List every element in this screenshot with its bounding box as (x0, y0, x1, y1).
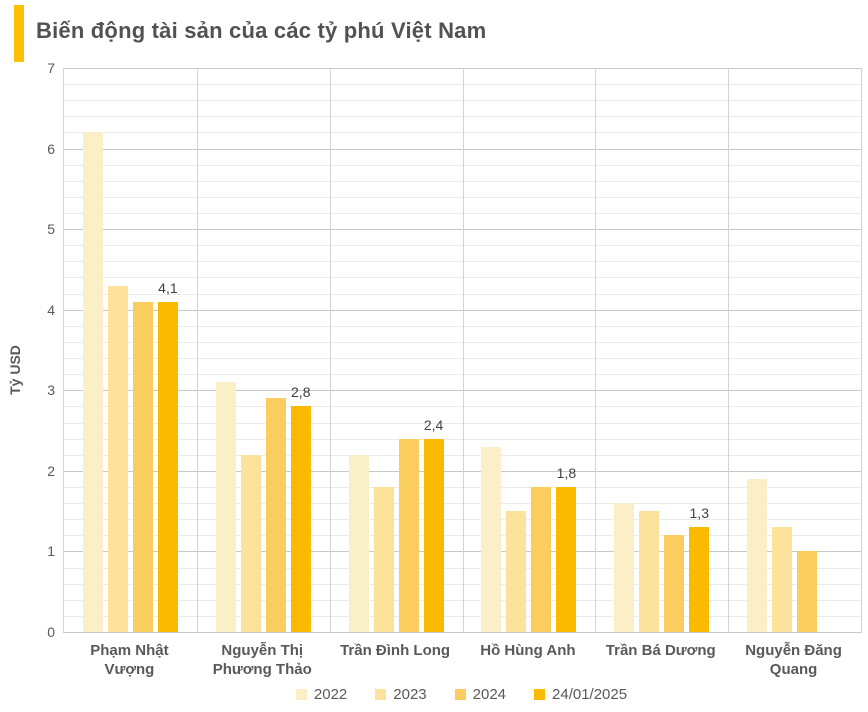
legend-label: 2022 (313, 686, 348, 703)
data-label: 2,8 (291, 384, 311, 401)
title-accent-bar (14, 5, 24, 62)
legend-item: 2023 (375, 686, 427, 703)
x-category-label: Trần Đình Long (340, 642, 451, 659)
bar-2023 (772, 527, 793, 632)
bar-2023 (639, 511, 660, 632)
x-category-label: Nguyễn Đăng Quang (745, 642, 842, 678)
legend-item: 2022 (295, 686, 348, 703)
data-label: 1,8 (556, 464, 577, 481)
legend-label: 2023 (393, 686, 427, 703)
data-label: 2,4 (423, 416, 444, 433)
legend-item: 2024 (454, 686, 507, 703)
bar-2022 (348, 454, 369, 632)
bar-24/01/2025 (556, 486, 577, 632)
plot-area: 4,1 2,8 2,4 1,8 1,3 (63, 68, 862, 633)
bar-2024 (664, 535, 685, 632)
legend-item: 24/01/2025 (534, 686, 627, 703)
bar-24/01/2025 (423, 438, 444, 632)
chart-title: Biến động tài sản của các tỷ phú Việt Na… (36, 18, 487, 43)
bar-2023 (240, 454, 261, 632)
bar-2023 (107, 285, 128, 632)
bar-2022 (481, 446, 502, 632)
bar-24/01/2025 (689, 527, 710, 632)
legend-label: 2024 (472, 686, 507, 703)
y-tick-label: 2 (47, 462, 55, 479)
bar-24/01/2025 (290, 406, 311, 632)
data-label: 1,3 (689, 505, 709, 522)
y-tick-label: 6 (47, 140, 55, 157)
bar-2023 (373, 486, 394, 632)
x-category-label: Trần Bá Dương (605, 642, 716, 659)
category-separator (595, 68, 597, 632)
legend-swatch (534, 689, 546, 700)
y-tick-label: 4 (47, 301, 55, 318)
x-axis-labels: Phạm Nhật Vượng Nguyễn Thị Phương Thảo Trầ… (63, 641, 860, 679)
category-separator (462, 68, 464, 632)
data-label: 4,1 (158, 279, 178, 296)
bar-2024 (797, 551, 818, 632)
category-separator (329, 68, 331, 632)
bar-2022 (614, 503, 635, 632)
legend-swatch (375, 689, 387, 700)
bar-2022 (215, 382, 236, 632)
x-category-label: Nguyễn Thị Phương Thảo (212, 642, 312, 678)
bar-24/01/2025 (157, 301, 178, 632)
category-separator (728, 68, 730, 632)
bar-2024 (265, 398, 286, 632)
y-tick-label: 7 (47, 60, 55, 76)
bar-2022 (82, 132, 103, 632)
y-axis-ticks: 0 1 2 3 4 5 6 7 (0, 60, 55, 640)
x-category-label: Phạm Nhật Vượng (90, 642, 169, 678)
bar-2024 (531, 486, 552, 632)
legend-label: 24/01/2025 (552, 686, 628, 703)
bar-2022 (747, 478, 768, 632)
x-category-label: Hồ Hùng Anh (480, 642, 576, 659)
y-tick-label: 3 (47, 382, 55, 399)
bar-2024 (398, 438, 419, 632)
category-separator (196, 68, 198, 632)
bar-2023 (506, 511, 527, 632)
bar-2024 (132, 301, 153, 632)
legend-swatch (295, 689, 307, 700)
chart-header: Biến động tài sản của các tỷ phú Việt Na… (0, 0, 868, 66)
y-tick-label: 0 (47, 624, 55, 640)
legend: 2022 2023 2024 24/01/2025 (63, 686, 860, 703)
legend-swatch (454, 689, 466, 700)
y-tick-label: 5 (47, 221, 55, 238)
y-tick-label: 1 (47, 543, 55, 560)
